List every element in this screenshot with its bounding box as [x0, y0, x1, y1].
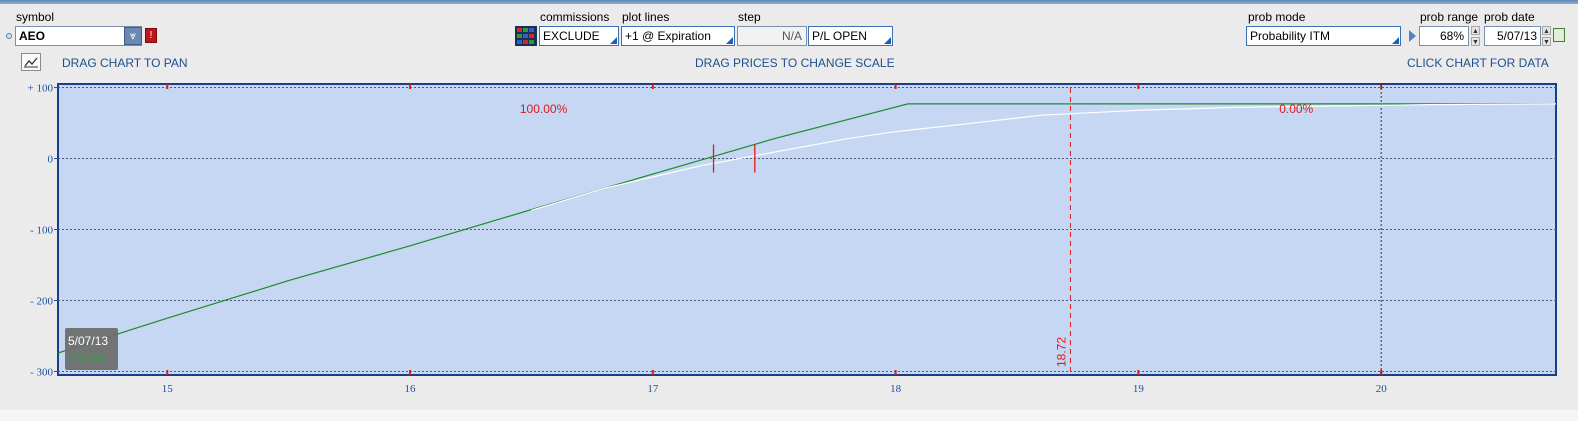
- dropdown-corner-icon: [726, 37, 733, 44]
- x-tick-label: 15: [162, 383, 174, 395]
- y-tick-label: - 100: [30, 225, 53, 237]
- y-tick-label: + 100: [28, 83, 54, 95]
- probability-annotation: 0.00%: [1279, 102, 1313, 116]
- spin-down-icon[interactable]: ▼: [1542, 37, 1551, 46]
- symbol-link-icon[interactable]: [6, 33, 12, 39]
- window-top-strip: [0, 0, 1578, 4]
- alert-icon[interactable]: !: [145, 28, 157, 43]
- date-badge-date: 5/07/13: [68, 334, 108, 348]
- calendar-icon[interactable]: [1553, 28, 1565, 42]
- prob-mode-value: Probability ITM: [1250, 29, 1331, 43]
- y-tick-label: 0: [48, 154, 54, 166]
- expiration-pl-line[interactable]: [57, 103, 1556, 354]
- prob-range-label: prob range: [1420, 10, 1479, 24]
- symbol-value: AEO: [19, 29, 46, 43]
- symbol-input[interactable]: AEO: [15, 26, 142, 46]
- dropdown-corner-icon: [610, 37, 617, 44]
- status-strip: [0, 410, 1578, 421]
- plot-lines-value: +1 @ Expiration: [625, 29, 711, 43]
- probability-annotation: 100.00%: [520, 102, 568, 116]
- x-tick-label: 20: [1376, 383, 1388, 395]
- x-tick-label: 16: [405, 383, 417, 395]
- prob-mode-label: prob mode: [1248, 10, 1306, 24]
- prob-date-label: prob date: [1484, 10, 1535, 24]
- plot-lines-select[interactable]: +1 @ Expiration: [621, 26, 735, 46]
- scale-hint: DRAG PRICES TO CHANGE SCALE: [695, 56, 895, 70]
- step-field: N/A: [737, 26, 807, 46]
- date-badge: [65, 328, 118, 370]
- date-badge-value: -275.86: [68, 353, 105, 365]
- x-tick-label: 17: [647, 383, 659, 395]
- commissions-label: commissions: [540, 10, 610, 24]
- prob-mode-select[interactable]: Probability ITM: [1246, 26, 1401, 46]
- x-tick-label: 19: [1133, 383, 1145, 395]
- commissions-value: EXCLUDE: [543, 29, 600, 43]
- play-arrow-icon[interactable]: [1409, 30, 1416, 42]
- prob-date-spinner[interactable]: ▲ ▼: [1542, 26, 1551, 46]
- spin-up-icon[interactable]: ▲: [1471, 26, 1480, 35]
- step-label: step: [738, 10, 761, 24]
- grid-icon[interactable]: [515, 26, 537, 46]
- plot-lines-label: plot lines: [622, 10, 670, 24]
- today-pl-line[interactable]: [531, 103, 1557, 211]
- data-hint: CLICK CHART FOR DATA: [1407, 56, 1549, 70]
- spin-down-icon[interactable]: ▼: [1471, 37, 1480, 46]
- pan-hint: DRAG CHART TO PAN: [62, 56, 188, 70]
- prob-range-value: 68%: [1439, 29, 1464, 43]
- commissions-select[interactable]: EXCLUDE: [539, 26, 619, 46]
- dropdown-corner-icon: [884, 37, 891, 44]
- y-tick-label: - 300: [30, 366, 53, 378]
- spin-up-icon[interactable]: ▲: [1542, 26, 1551, 35]
- dropdown-corner-icon: [1392, 37, 1399, 44]
- pl-mode-value: P/L OPEN: [812, 29, 867, 43]
- prob-date-input[interactable]: 5/07/13: [1484, 26, 1541, 46]
- x-tick-label: 18: [890, 383, 902, 395]
- symbol-label: symbol: [16, 10, 55, 24]
- prob-range-spinner[interactable]: ▲ ▼: [1471, 26, 1480, 46]
- pl-chart[interactable]: + 100 0 - 100 - 200 - 300 15 16 17 18 19 20 18.72 10…: [0, 78, 1578, 408]
- double-chevron-down-icon[interactable]: ⩔: [124, 27, 142, 45]
- step-value: N/A: [781, 29, 802, 43]
- prob-date-value: 5/07/13: [1496, 29, 1537, 43]
- y-tick-label: - 200: [30, 295, 53, 307]
- chart-icon[interactable]: [21, 53, 41, 71]
- probability-line-label: 18.72: [1054, 337, 1068, 367]
- prob-range-input[interactable]: 68%: [1419, 26, 1469, 46]
- pl-mode-select[interactable]: P/L OPEN: [808, 26, 893, 46]
